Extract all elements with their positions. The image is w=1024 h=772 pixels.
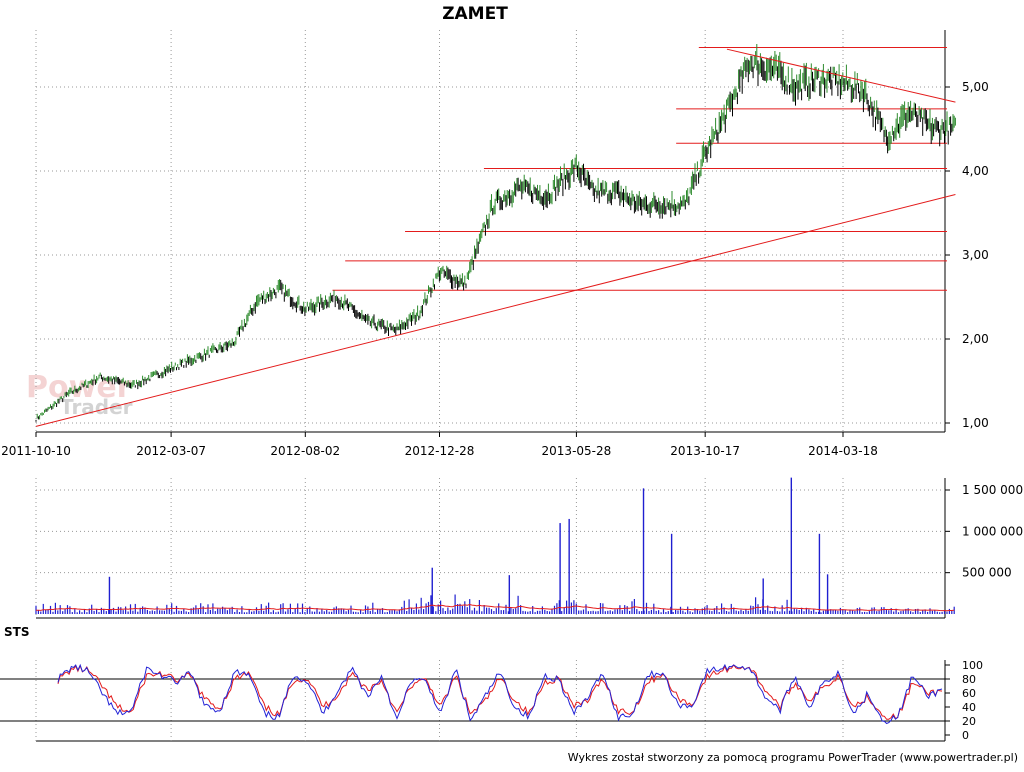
x-tick-label: 2011-10-10 <box>1 444 71 458</box>
sts-y-tick-label: 40 <box>962 701 976 714</box>
price-y-tick-label: 4,00 <box>962 164 989 178</box>
x-tick-label: 2013-10-17 <box>670 444 740 458</box>
x-tick-label: 2013-05-28 <box>542 444 612 458</box>
watermark-line2: Trader <box>60 395 133 419</box>
sts-y-tick-label: 20 <box>962 715 976 728</box>
price-y-tick-label: 1,00 <box>962 416 989 430</box>
sts-d-line <box>57 664 943 720</box>
sts-y-tick-label: 80 <box>962 673 976 686</box>
chart-title: ZAMET <box>442 4 508 24</box>
footer-credit: Wykres został stworzony za pomocą progra… <box>568 751 1018 764</box>
powertrader-watermark: Power Trader <box>26 370 133 419</box>
trendline-down <box>726 48 956 103</box>
sts-y-tick-label: 0 <box>962 729 969 742</box>
volume-y-tick-label: 1 500 000 <box>962 483 1023 497</box>
x-tick-label: 2012-03-07 <box>136 444 206 458</box>
volume-average-line <box>36 603 955 612</box>
price-series <box>35 44 956 422</box>
sts-series <box>57 663 943 725</box>
sts-k-line <box>57 663 943 725</box>
volume-series <box>35 477 955 614</box>
volume-y-tick-label: 500 000 <box>962 566 1012 580</box>
grid-lines <box>0 30 950 741</box>
watermark-line1: Power <box>26 370 132 405</box>
trendline-up <box>35 194 956 427</box>
sts-panel-title: STS <box>4 625 29 639</box>
price-y-tick-label: 2,00 <box>962 332 989 346</box>
x-tick-label: 2012-08-02 <box>270 444 340 458</box>
axis-labels: 2011-10-10 2012-03-07 2012-08-02 2012-12-28… <box>1 80 1023 742</box>
sts-y-tick-label: 100 <box>962 659 983 672</box>
x-tick-label: 2012-12-28 <box>405 444 475 458</box>
volume-y-tick-label: 1 000 000 <box>962 524 1023 538</box>
sts-y-tick-label: 60 <box>962 687 976 700</box>
price-y-tick-label: 5,00 <box>962 80 989 94</box>
x-tick-label: 2014-03-18 <box>808 444 878 458</box>
trendlines <box>35 48 956 427</box>
price-y-tick-label: 3,00 <box>962 248 989 262</box>
